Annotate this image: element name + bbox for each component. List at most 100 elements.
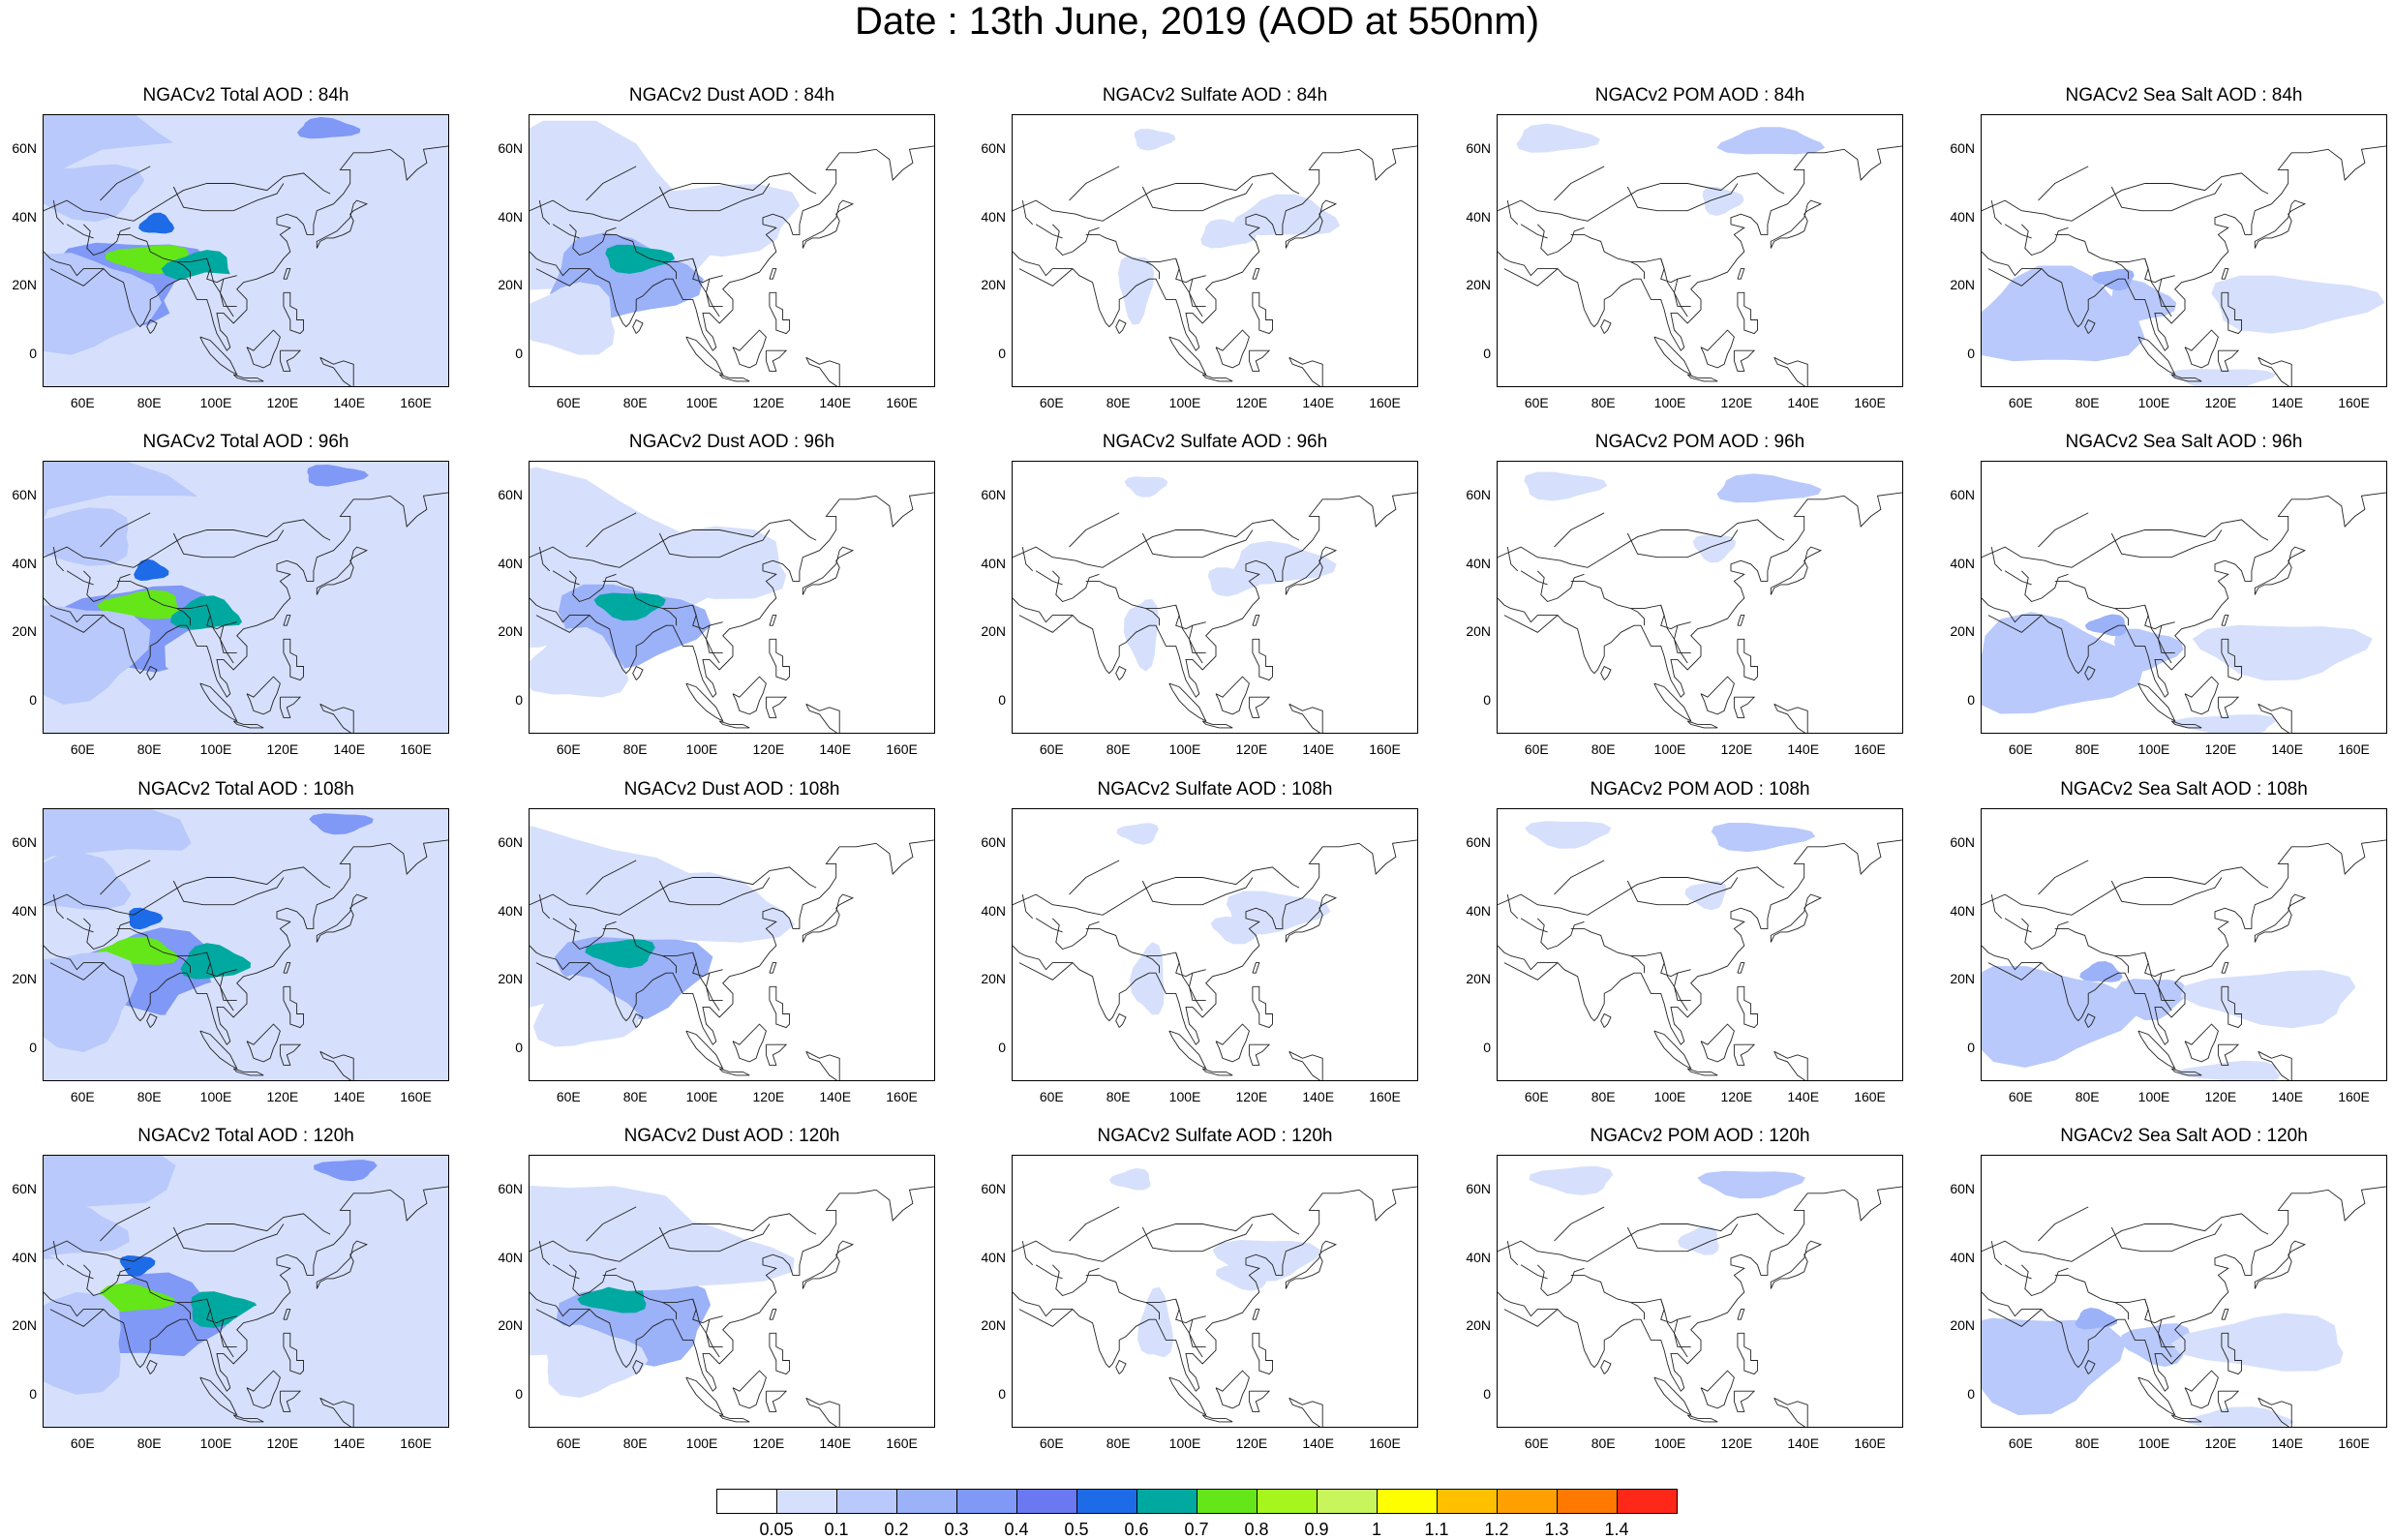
lon-tick-label: 80E <box>622 1089 648 1104</box>
aod-map <box>1013 462 1417 733</box>
coastline <box>692 951 720 1012</box>
lon-tick-label: 60E <box>556 1089 581 1104</box>
colorbar-swatch <box>1317 1489 1378 1514</box>
aod-plume <box>44 507 129 566</box>
lat-tick-label: 40N <box>498 902 523 919</box>
aod-plume <box>169 595 242 631</box>
lon-tick-label: 60E <box>70 741 95 757</box>
coastline <box>1503 268 1559 287</box>
lon-tick-label: 140E <box>2271 1435 2304 1451</box>
coastline <box>1069 860 1120 895</box>
coastline <box>1288 356 1323 386</box>
coastline <box>232 1414 264 1423</box>
coastline <box>1215 676 1250 715</box>
coastline <box>172 1223 285 1253</box>
coastline <box>1536 224 1585 257</box>
coastline <box>2217 696 2240 718</box>
lat-tick-label: 0 <box>29 1039 37 1055</box>
coastline <box>1018 962 1074 981</box>
aod-plume <box>1982 265 2145 362</box>
map-frame <box>1497 1155 1903 1428</box>
map-panel: NGACv2 POM AOD : 120h 60N 40N 20N 0 60E 80E 100… <box>1454 1126 1928 1466</box>
coastline <box>1987 615 2043 633</box>
lon-tick-label: 160E <box>400 741 432 757</box>
coastline <box>632 665 644 680</box>
coastline <box>44 492 448 698</box>
aod-plume <box>1108 1167 1151 1191</box>
lat-tick-label: 0 <box>998 691 1006 708</box>
coastline <box>2137 1376 2176 1416</box>
lon-tick-label: 160E <box>1854 395 1886 410</box>
coastline <box>1252 962 1260 974</box>
coastline <box>568 1264 617 1297</box>
lon-tick-label: 160E <box>886 1089 918 1104</box>
coastline <box>1982 519 2269 568</box>
lon-tick-label: 80E <box>136 741 162 757</box>
coastline <box>44 519 331 568</box>
coastline <box>283 1332 304 1375</box>
coastline <box>1498 1213 1785 1262</box>
coastline <box>1145 955 1160 974</box>
map-frame <box>43 114 449 387</box>
panel-title: NGACv2 Sea Salt AOD : 84h <box>2065 85 2303 106</box>
panel-title: NGACv2 Dust AOD : 108h <box>623 779 840 800</box>
coastline <box>82 224 131 257</box>
aod-plume <box>1525 821 1612 849</box>
coastline <box>1990 547 2003 572</box>
lon-tick-label: 100E <box>1168 741 1201 757</box>
coastline <box>1700 676 1735 715</box>
lon-tick-label: 160E <box>1369 1089 1401 1104</box>
lat-tick-label: 20N <box>12 1317 37 1334</box>
coastline <box>769 268 777 280</box>
lat-tick-label: 20N <box>498 277 523 293</box>
coastline <box>44 172 331 222</box>
lon-tick-label: 120E <box>1235 395 1268 410</box>
lon-tick-label: 80E <box>1106 1089 1131 1104</box>
coastline <box>765 1043 788 1066</box>
coastline <box>52 1241 65 1266</box>
coastline <box>718 374 750 382</box>
coastline <box>1737 1309 1745 1320</box>
coastline <box>535 1309 591 1327</box>
coastline <box>176 608 191 626</box>
coastline <box>199 336 238 376</box>
coastline <box>658 877 771 906</box>
lon-tick-label: 140E <box>1302 395 1335 410</box>
coastline <box>1660 951 1688 1012</box>
coastline <box>765 1390 788 1412</box>
coastline <box>1773 703 1808 733</box>
coastline <box>1674 279 1691 307</box>
lon-tick-label: 80E <box>1106 1435 1131 1451</box>
aod-plume <box>577 1283 647 1314</box>
coastline <box>1737 962 1745 974</box>
aod-plume <box>605 244 676 274</box>
map-frame <box>1497 808 1903 1081</box>
coastline <box>1770 1240 1823 1289</box>
coastline <box>199 1376 238 1416</box>
aod-plume <box>2084 614 2127 636</box>
colorbar-swatch <box>1497 1489 1558 1514</box>
panel-title: NGACv2 POM AOD : 108h <box>1590 779 1810 800</box>
coastline <box>232 374 264 382</box>
aod-plume <box>1134 129 1176 151</box>
lon-tick-label: 140E <box>1302 1089 1335 1104</box>
coastline <box>769 638 790 681</box>
coastline <box>1982 1213 2269 1262</box>
map-frame <box>1981 461 2387 734</box>
map-frame <box>1012 461 1418 734</box>
coastline <box>1498 519 1785 568</box>
coastline <box>1252 1332 1273 1375</box>
lat-tick-label: 60N <box>498 487 523 503</box>
coastline <box>1141 183 1254 212</box>
lat-tick-label: 40N <box>1466 208 1491 225</box>
coastline <box>1498 145 1902 351</box>
coastline <box>1013 866 1300 916</box>
coastline <box>1189 973 1206 1001</box>
coastline <box>706 279 723 307</box>
lon-tick-label: 120E <box>266 1435 299 1451</box>
lat-tick-label: 60N <box>1950 834 1975 851</box>
coastline <box>279 349 302 372</box>
lon-tick-label: 120E <box>2204 741 2237 757</box>
lon-tick-label: 140E <box>2271 1089 2304 1104</box>
coastline <box>1987 268 2043 287</box>
